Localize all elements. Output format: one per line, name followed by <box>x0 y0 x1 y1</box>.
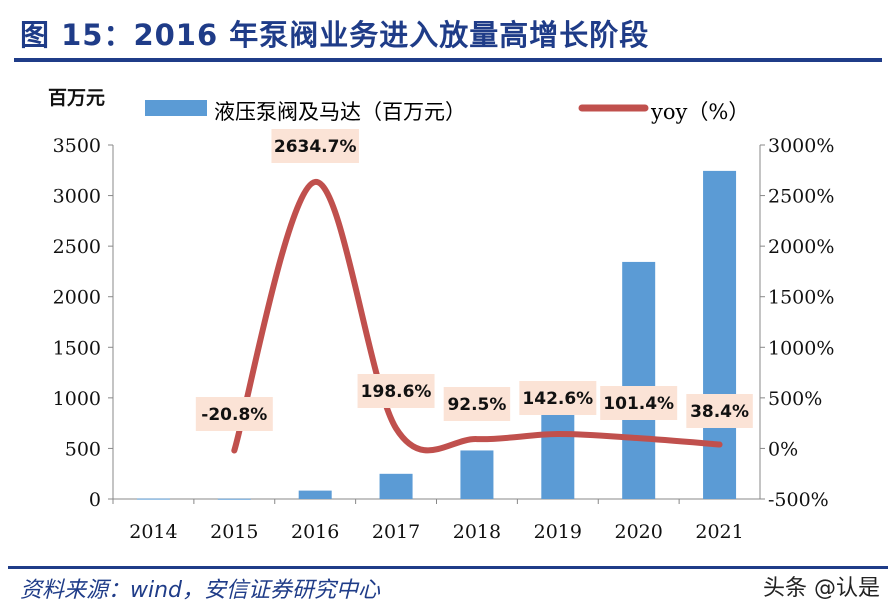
bar-2015 <box>217 498 251 500</box>
x-tick-label: 2015 <box>210 521 258 543</box>
data-label-2021: 38.4% <box>686 394 753 428</box>
data-label-text: 38.4% <box>690 402 749 422</box>
x-tick-label: 2017 <box>372 521 420 543</box>
right-tick-label: 2500% <box>768 186 834 208</box>
watermark: 头条 @认是 <box>763 576 880 601</box>
data-label-2020: 101.4% <box>600 386 678 420</box>
data-label-text: -20.8% <box>201 405 267 425</box>
legend-bar-label: 液压泵阀及马达（百万元） <box>214 100 466 124</box>
left-tick-label: 0 <box>89 489 101 511</box>
yoy-line <box>231 178 723 454</box>
data-label-bg <box>271 129 359 163</box>
data-label-2017: 198.6% <box>357 374 435 408</box>
legend: 液压泵阀及马达（百万元） yoy（%） <box>145 100 749 124</box>
bar-2018 <box>460 450 494 499</box>
x-tick-label: 2020 <box>615 521 663 543</box>
data-label-text: 92.5% <box>447 395 506 415</box>
right-tick-label: 1000% <box>768 337 834 359</box>
x-tick-label: 2019 <box>534 521 582 543</box>
left-tick-label: 2000 <box>53 287 101 309</box>
x-tick-label: 2014 <box>129 521 177 543</box>
data-label-bg <box>686 394 753 428</box>
bar-2021 <box>703 170 737 499</box>
right-tick-label: -500% <box>768 489 829 511</box>
data-label-text: 198.6% <box>361 382 432 402</box>
right-tick-label: 3000% <box>768 135 834 157</box>
left-axis-unit: 百万元 <box>48 87 105 109</box>
left-tick-label: 1500 <box>53 337 101 359</box>
source-note: 资料来源：wind，安信证券研究中心 <box>20 578 381 603</box>
data-label-2019: 142.6% <box>519 381 597 415</box>
title-divider <box>14 58 882 62</box>
x-tick-label: 2018 <box>453 521 501 543</box>
bar-2016 <box>298 490 332 499</box>
data-label-text: 2634.7% <box>274 137 357 157</box>
left-tick-label: 1000 <box>53 388 101 410</box>
left-tick-label: 3500 <box>53 135 101 157</box>
data-label-bg <box>600 386 678 420</box>
bar-2014 <box>136 498 170 500</box>
data-label-bg <box>443 387 511 421</box>
data-label-2018: 92.5% <box>443 387 511 421</box>
bar-2020 <box>622 261 656 499</box>
data-label-2016: 2634.7% <box>271 129 359 163</box>
x-tick-label: 2021 <box>695 521 743 543</box>
data-label-text: 101.4% <box>603 394 674 414</box>
left-tick-label: 2500 <box>53 236 101 258</box>
data-label-bg <box>195 397 273 431</box>
bar-2017 <box>379 473 413 499</box>
left-tick-label: 500 <box>65 438 101 460</box>
right-tick-label: 2000% <box>768 236 834 258</box>
legend-bar-swatch <box>145 100 207 116</box>
right-tick-label: 1500% <box>768 287 834 309</box>
figure-title: 图 15：2016 年泵阀业务进入放量高增长阶段 <box>20 18 650 52</box>
right-tick-label: 500% <box>768 388 822 410</box>
right-tick-label: 0% <box>768 438 798 460</box>
footer-divider <box>8 566 888 569</box>
legend-line-label: yoy（%） <box>650 100 749 124</box>
data-label-bg <box>357 374 435 408</box>
left-tick-label: 3000 <box>53 186 101 208</box>
data-label-bg <box>519 381 597 415</box>
data-label-text: 142.6% <box>522 389 593 409</box>
chart: 百万元 液压泵阀及马达（百万元） yoy（%） 0 500 1000 1500 2000… <box>48 87 834 543</box>
x-tick-label: 2016 <box>291 521 339 543</box>
data-label-2015: -20.8% <box>195 397 273 431</box>
